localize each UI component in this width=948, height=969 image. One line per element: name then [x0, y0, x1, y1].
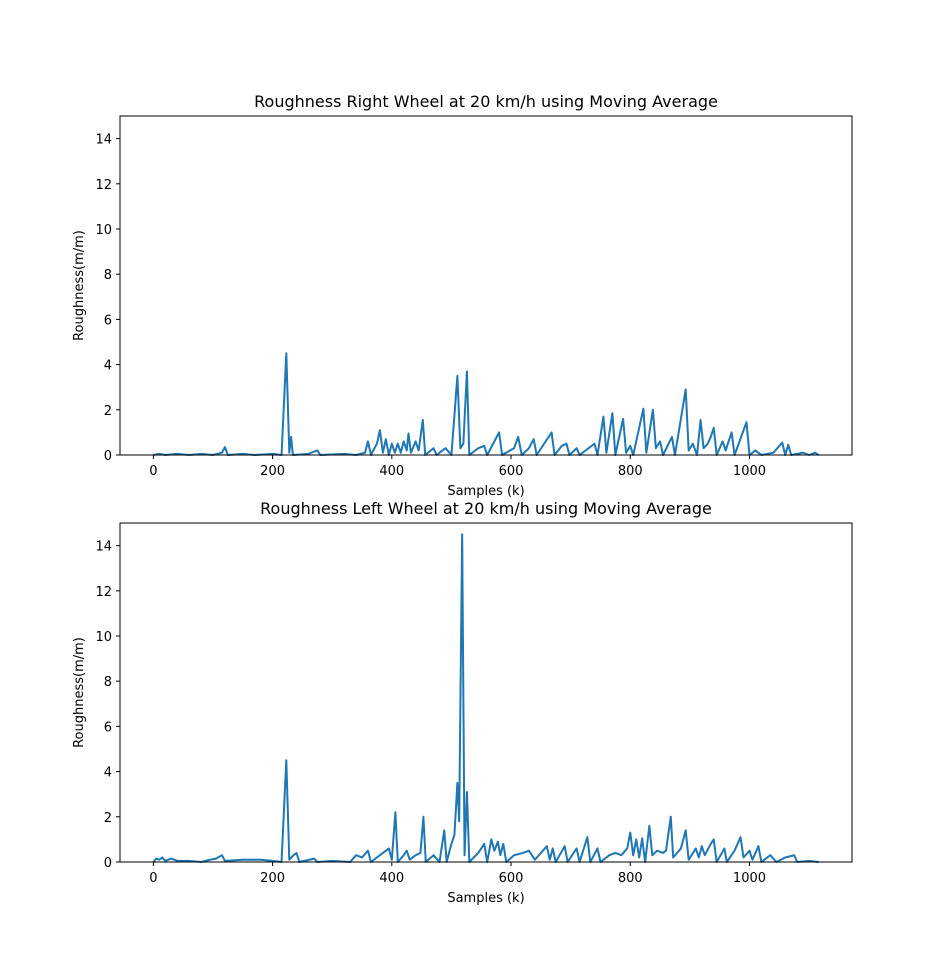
- y-tick-label: 8: [104, 268, 112, 283]
- y-tick-label: 0: [104, 856, 112, 871]
- y-tick-label: 0: [104, 449, 112, 464]
- x-tick-label: 400: [379, 871, 404, 886]
- y-tick-label: 8: [104, 675, 112, 690]
- y-tick-label: 2: [104, 811, 112, 826]
- y-axis-label: Roughness(m/m): [72, 637, 87, 748]
- y-tick-label: 10: [95, 223, 112, 238]
- y-tick-label: 4: [104, 766, 112, 781]
- y-tick-label: 12: [95, 585, 112, 600]
- axes-frame: [119, 522, 853, 863]
- data-line: [153, 352, 820, 456]
- axes-frame: [119, 115, 853, 456]
- chart-title: Roughness Left Wheel at 20 km/h using Mo…: [260, 499, 712, 518]
- x-tick-label: 1000: [733, 871, 766, 886]
- x-tick-label: 800: [618, 464, 643, 479]
- x-axis-label: Samples (k): [447, 891, 524, 906]
- y-tick-label: 14: [95, 133, 112, 148]
- x-tick-label: 0: [149, 464, 157, 479]
- data-line: [152, 533, 819, 863]
- x-axis-label: Samples (k): [447, 484, 524, 499]
- y-tick-label: 14: [95, 540, 112, 555]
- y-axis-label: Roughness(m/m): [72, 230, 87, 341]
- x-tick-label: 600: [499, 464, 524, 479]
- y-tick-label: 2: [104, 404, 112, 419]
- x-tick-label: 200: [260, 464, 285, 479]
- y-tick-label: 6: [104, 720, 112, 735]
- x-tick-label: 600: [499, 871, 524, 886]
- x-tick-label: 800: [618, 871, 643, 886]
- chart-title: Roughness Right Wheel at 20 km/h using M…: [254, 92, 718, 111]
- x-tick-label: 0: [149, 871, 157, 886]
- x-tick-label: 1000: [733, 464, 766, 479]
- y-tick-label: 12: [95, 178, 112, 193]
- x-tick-label: 200: [260, 871, 285, 886]
- y-tick-label: 4: [104, 359, 112, 374]
- y-tick-label: 6: [104, 313, 112, 328]
- x-tick-label: 400: [379, 464, 404, 479]
- y-tick-label: 10: [95, 630, 112, 645]
